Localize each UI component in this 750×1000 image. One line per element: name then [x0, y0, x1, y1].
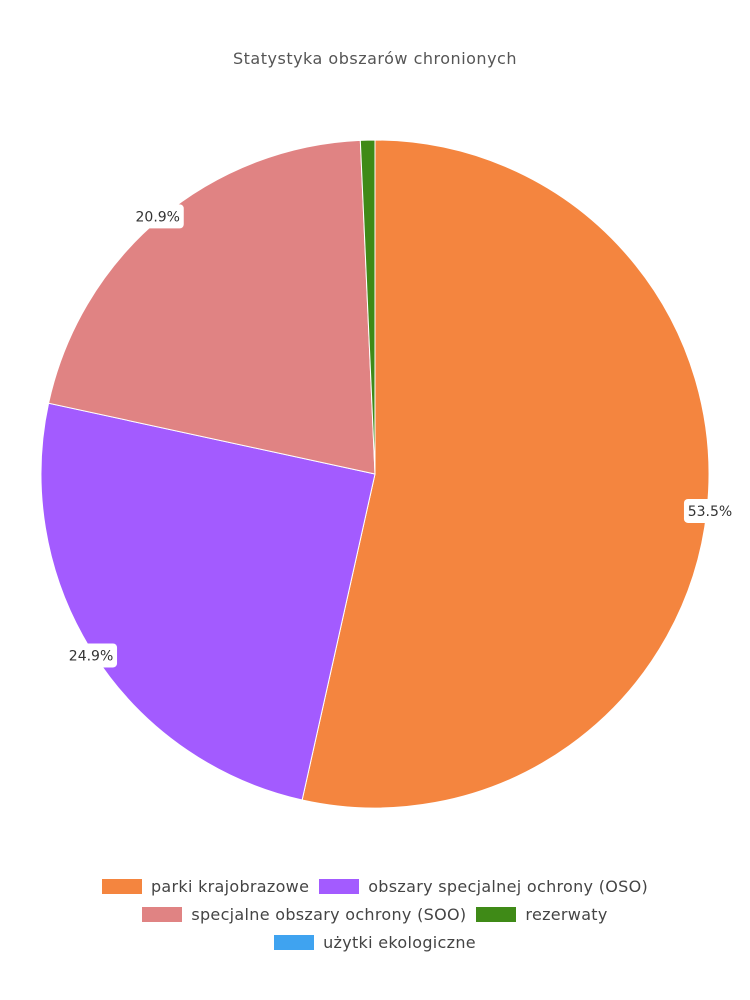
data-label-text: 53.5%	[688, 504, 732, 520]
legend-item-parki-krajobrazowe[interactable]: parki krajobrazowe	[101, 876, 310, 896]
data-label-box	[65, 643, 118, 668]
legend-row: parki krajobrazowe obszary specjalnej oc…	[0, 872, 750, 900]
legend-label: parki krajobrazowe	[150, 876, 310, 896]
legend-item-uzytki-ekologiczne[interactable]: użytki ekologiczne	[274, 933, 476, 952]
slice-data-label: 24.9%	[65, 643, 118, 668]
legend-label: użytki ekologiczne	[323, 932, 476, 952]
legend-item-rezerwaty[interactable]: rezerwaty	[476, 905, 607, 924]
data-label-text: 20.9%	[136, 209, 180, 225]
legend-swatch	[476, 906, 517, 922]
data-label-text: 24.9%	[69, 648, 113, 664]
slice-data-label: 53.5%	[683, 498, 736, 523]
legend-item-oso[interactable]: obszary specjalnej ochrony (OSO)	[319, 877, 648, 896]
legend-label: specjalne obszary ochrony (SOO)	[191, 904, 467, 924]
data-label-box	[131, 204, 184, 229]
legend-label: rezerwaty	[525, 904, 608, 924]
legend-row: specjalne obszary ochrony (SOO) rezerwat…	[0, 900, 750, 928]
legend-swatch	[319, 878, 360, 894]
legend: parki krajobrazowe obszary specjalnej oc…	[0, 872, 750, 956]
data-label-box	[683, 498, 736, 523]
legend-swatch	[142, 906, 183, 922]
legend-swatch	[101, 878, 142, 894]
legend-item-soo[interactable]: specjalne obszary ochrony (SOO)	[142, 905, 466, 924]
pie-slice[interactable]	[359, 139, 376, 475]
legend-swatch	[274, 934, 315, 950]
legend-row: użytki ekologiczne	[0, 928, 750, 956]
pie-chart: 53.5% 24.9% 20.9%	[41, 139, 736, 808]
legend-label: obszary specjalnej ochrony (OSO)	[368, 876, 649, 896]
chart-title: Statystyka obszarów chronionych	[233, 49, 517, 68]
slice-data-label: 20.9%	[131, 204, 184, 229]
